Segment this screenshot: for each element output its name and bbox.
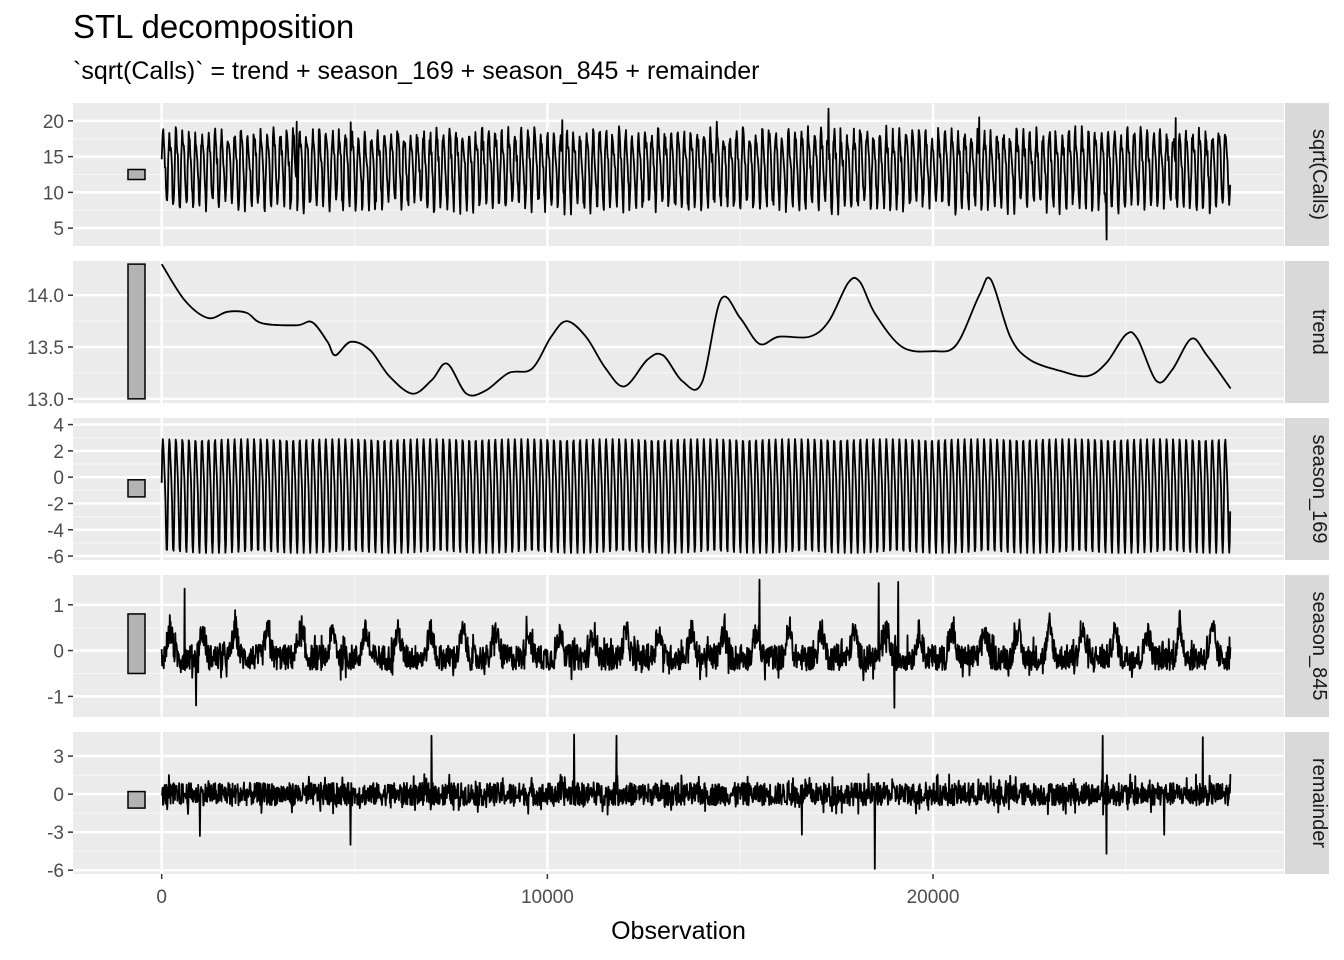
y-tick-label: 0 <box>53 642 64 663</box>
facet-strip <box>1285 418 1329 560</box>
y-tick-label: -4 <box>47 521 64 542</box>
y-tick-label: 4 <box>53 416 64 437</box>
y-tick-label: 20 <box>43 112 64 133</box>
panel-background <box>73 261 1284 403</box>
y-tick-label: 15 <box>43 148 64 169</box>
series-line <box>160 578 1232 709</box>
x-tick-label: 0 <box>156 887 167 908</box>
scale-bar <box>127 263 146 400</box>
y-tick-label: 2 <box>53 442 64 463</box>
y-tick-label: 14.0 <box>27 286 64 307</box>
facet-strip <box>1285 261 1329 403</box>
y-tick-label: 0 <box>53 785 64 806</box>
x-tick-label: 20000 <box>907 887 960 908</box>
y-tick-label: 1 <box>53 596 64 617</box>
y-tick-label: 10 <box>43 183 64 204</box>
facet-strip-label: season_169 <box>1308 435 1330 544</box>
y-tick-label: 3 <box>53 747 64 768</box>
scale-bar <box>127 613 146 675</box>
facet-strip-label: remainder <box>1308 758 1330 848</box>
series-line <box>160 107 1232 241</box>
y-tick-label: 13.5 <box>27 338 64 359</box>
x-tick-label: 10000 <box>521 887 574 908</box>
facet-strip-label: season_845 <box>1308 592 1330 701</box>
y-tick-label: -3 <box>47 823 64 844</box>
chart-title: STL decomposition <box>73 8 355 45</box>
facet-strip <box>1285 732 1329 874</box>
y-tick-label: -6 <box>47 547 64 568</box>
y-tick-label: 13.0 <box>27 390 64 411</box>
scale-bar <box>127 790 146 809</box>
facet-strip-label: trend <box>1308 309 1330 355</box>
y-tick-label: 5 <box>53 219 64 240</box>
scale-bar <box>127 168 146 181</box>
chart-subtitle: `sqrt(Calls)` = trend + season_169 + sea… <box>73 57 760 85</box>
panel-background <box>73 575 1284 717</box>
facet-strip <box>1285 103 1329 246</box>
x-axis-title: Observation <box>611 917 746 945</box>
facet-strip-label: sqrt(Calls) <box>1308 129 1330 220</box>
series-line <box>160 263 1232 397</box>
y-tick-label: 0 <box>53 468 64 489</box>
y-tick-label: -2 <box>47 494 64 515</box>
series-line <box>160 438 1232 554</box>
y-tick-label: -1 <box>47 687 64 708</box>
series-line <box>160 733 1232 870</box>
facet-strip <box>1285 575 1329 717</box>
y-tick-label: -6 <box>47 861 64 882</box>
scale-bar <box>127 479 146 498</box>
